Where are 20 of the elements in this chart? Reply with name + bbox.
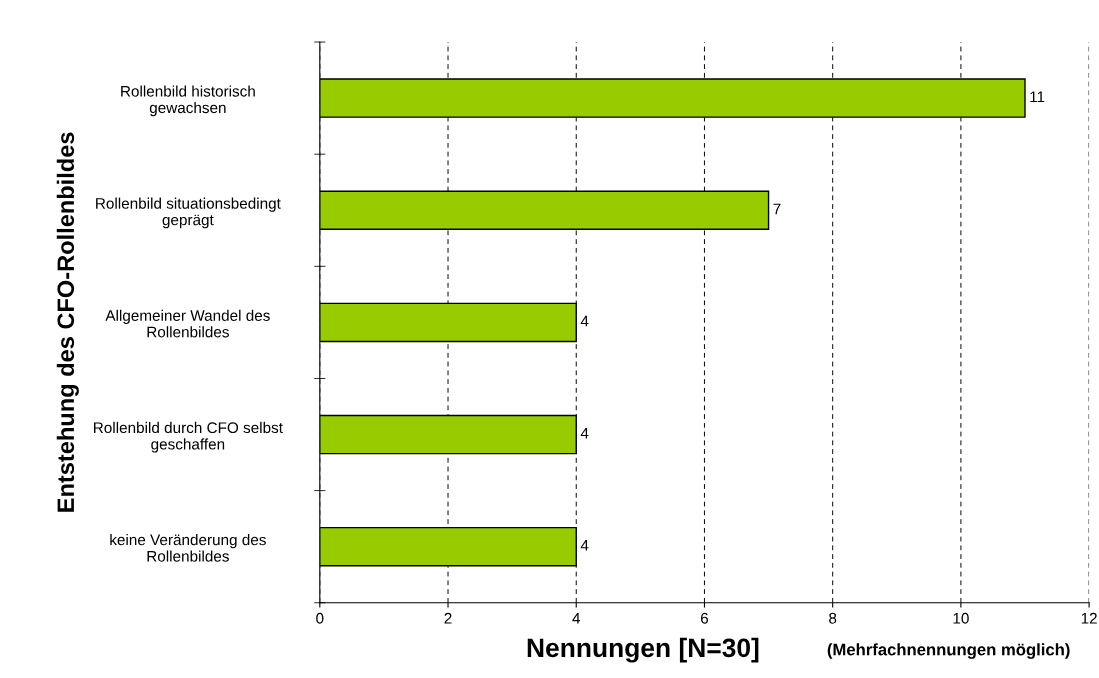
x-tick-label: 4 <box>572 613 581 624</box>
data-label: 4 <box>580 540 589 551</box>
x-axis-title: Nennungen [N=30] <box>527 637 759 663</box>
x-tick-label: 0 <box>316 612 324 624</box>
data-label: 4 <box>580 315 589 327</box>
x-tick-label: 8 <box>829 612 837 624</box>
x-tick-label: 2 <box>444 612 452 624</box>
x-tick-label: 12 <box>1081 612 1097 624</box>
y-tick-label: Rollenbild situationsbedingt geprägt <box>96 197 281 229</box>
y-tick-label: Rollenbild historisch gewachsen <box>121 85 255 117</box>
data-label: 4 <box>580 427 589 439</box>
x-tick-label: 10 <box>953 612 969 624</box>
y-tick-label: Allgemeiner Wandel des Rollenbildes <box>105 309 270 338</box>
data-label: 11 <box>1030 91 1045 103</box>
y-tick-label: keine Veränderung des Rollenbildes <box>110 534 266 562</box>
data-label: 7 <box>773 203 781 215</box>
text: (Mehrfachnennungen möglich) <box>827 643 1070 659</box>
y-axis-title: Entstehung des CFO-Rollenbildes <box>56 132 79 512</box>
x-tick-label: 6 <box>700 612 709 624</box>
y-tick-label: Rollenbild durch CFO selbst geschaffen <box>94 421 283 453</box>
